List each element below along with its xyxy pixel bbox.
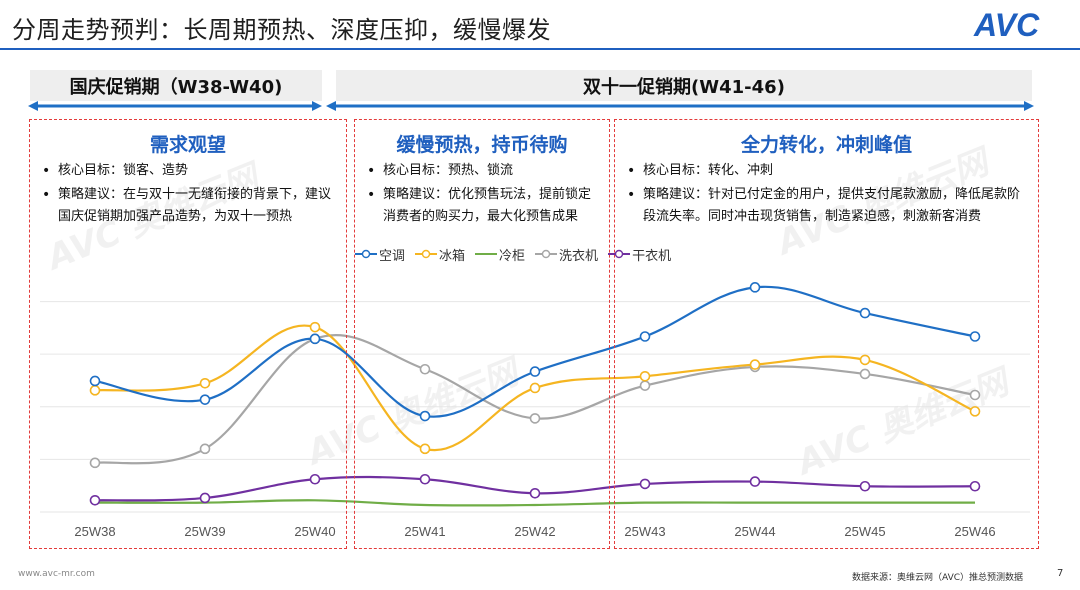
data-point [309,321,321,333]
chart-legend: 空调 冰箱 冷柜 洗衣机 干衣机 [355,245,671,264]
period-arrow-right-head-end [1024,101,1034,111]
title-rule [0,48,1080,50]
legend-item: 冰箱 [415,245,465,264]
data-point [529,366,541,377]
data-point [529,413,541,424]
data-point [309,333,321,345]
data-point [529,382,541,394]
x-tick-label: 25W44 [734,524,775,539]
series-line-3 [94,499,975,507]
x-tick-label: 25W46 [954,524,995,539]
x-tick-label: 25W43 [624,524,665,539]
data-point [859,354,871,366]
legend-swatch-marker [614,249,624,259]
data-point [859,368,871,380]
legend-item: 洗衣机 [535,245,598,264]
legend-item: 冷柜 [475,245,525,264]
period-arrow-right-head-start [326,101,336,111]
legend-swatch [415,249,438,259]
legend-swatch [475,253,498,255]
legend-item: 空调 [355,245,405,264]
legend-label: 冰箱 [439,248,466,264]
data-point [199,492,211,504]
period-arrow-left-head-start [28,101,38,111]
x-tick-label: 25W42 [514,524,555,539]
panel-bullet: 核心目标：转化、冲刺 [625,160,1030,182]
legend-swatch-marker [541,249,551,259]
data-point [199,394,211,405]
panel-heading: 全力转化，冲刺峰值 [740,134,912,156]
data-point [529,487,541,499]
x-tick-label: 25W40 [294,524,335,539]
data-point [89,494,101,506]
page-number: 7 [1057,568,1064,579]
data-point [419,410,431,422]
legend-swatch [608,249,631,259]
data-point [639,478,651,490]
footer-source: 数据来源：奥维云网（AVC）推总预测数据 [852,573,1024,583]
series-line-1 [94,285,976,418]
data-point [199,377,211,389]
series-line-2 [94,324,976,452]
data-point [419,473,431,485]
data-point [969,389,981,401]
panel-demand-watch: 需求观望 核心目标：锁客、造势 策略建议：在与双十一无缝衔接的背景下，建议国庆促… [29,119,347,549]
page-title: 分周走势预判：长周期预热、深度压抑，缓慢爆发 [12,16,551,44]
data-point [969,480,981,492]
data-point [859,480,871,492]
x-tick-label: 25W45 [844,524,885,539]
panel-full-conversion: 全力转化，冲刺峰值 核心目标：转化、冲刺 策略建议：针对已付定金的用户，提供支付… [614,119,1039,549]
legend-label: 干衣机 [632,248,672,264]
data-point [749,476,761,487]
data-point [419,363,431,375]
panel-bullet: 策略建议：针对已付定金的用户，提供支付尾款激励，降低尾款阶段流失率。同时冲击现货… [625,184,1030,228]
panel-bullets: 核心目标：预热、锁流 策略建议：优化预售玩法，提前锁定消费者的购买力，最大化预售… [365,160,601,230]
data-point [639,331,651,342]
panel-heading: 需求观望 [149,134,226,156]
data-point [859,307,871,319]
data-point [639,370,651,382]
data-point [969,406,981,417]
legend-item: 干衣机 [608,245,671,264]
period-arrow-left-head-end [312,101,322,111]
period-arrows [28,101,1034,111]
data-point [309,473,321,485]
data-point [749,359,761,370]
footer-url: www.avc-mr.com [18,569,95,579]
data-point [199,443,211,455]
avc-logo: AVC [973,7,1040,42]
legend-label: 冷柜 [499,248,526,264]
legend-swatch-marker [421,249,431,259]
legend-swatch [535,249,558,259]
panel-heading: 缓慢预热，持币待购 [396,134,568,156]
period-national-day: 国庆促销期（W38-W40) [30,70,322,101]
legend-swatch-marker [361,249,371,259]
data-point [969,331,981,342]
series-line-4 [94,334,976,465]
data-point [419,443,431,455]
avc-logo-text: AVC [973,7,1040,42]
panel-bullets: 核心目标：锁客、造势 策略建议：在与双十一无缝衔接的背景下，建议国庆促销期加强产… [40,160,338,230]
legend-label: 空调 [379,248,406,264]
panel-bullet: 策略建议：在与双十一无缝衔接的背景下，建议国庆促销期加强产品造势，为双十一预热 [40,184,338,228]
legend-label: 洗衣机 [559,248,599,264]
panel-bullet: 核心目标：锁客、造势 [40,160,338,182]
x-tick-label: 25W38 [74,524,115,539]
legend-swatch [355,249,377,259]
data-point [89,375,101,387]
period-double-eleven: 双十一促销期(W41-46) [336,70,1032,101]
x-tick-label: 25W41 [404,524,445,539]
panel-bullets: 核心目标：转化、冲刺 策略建议：针对已付定金的用户，提供支付尾款激励，降低尾款阶… [625,160,1030,230]
x-tick-label: 25W39 [184,524,225,539]
data-point [89,457,101,469]
panel-bullet: 策略建议：优化预售玩法，提前锁定消费者的购买力，最大化预售成果 [365,184,601,228]
data-point [749,282,761,293]
panel-bullet: 核心目标：预热、锁流 [365,160,601,182]
panel-slow-warmup: 缓慢预热，持币待购 核心目标：预热、锁流 策略建议：优化预售玩法，提前锁定消费者… [354,119,610,549]
